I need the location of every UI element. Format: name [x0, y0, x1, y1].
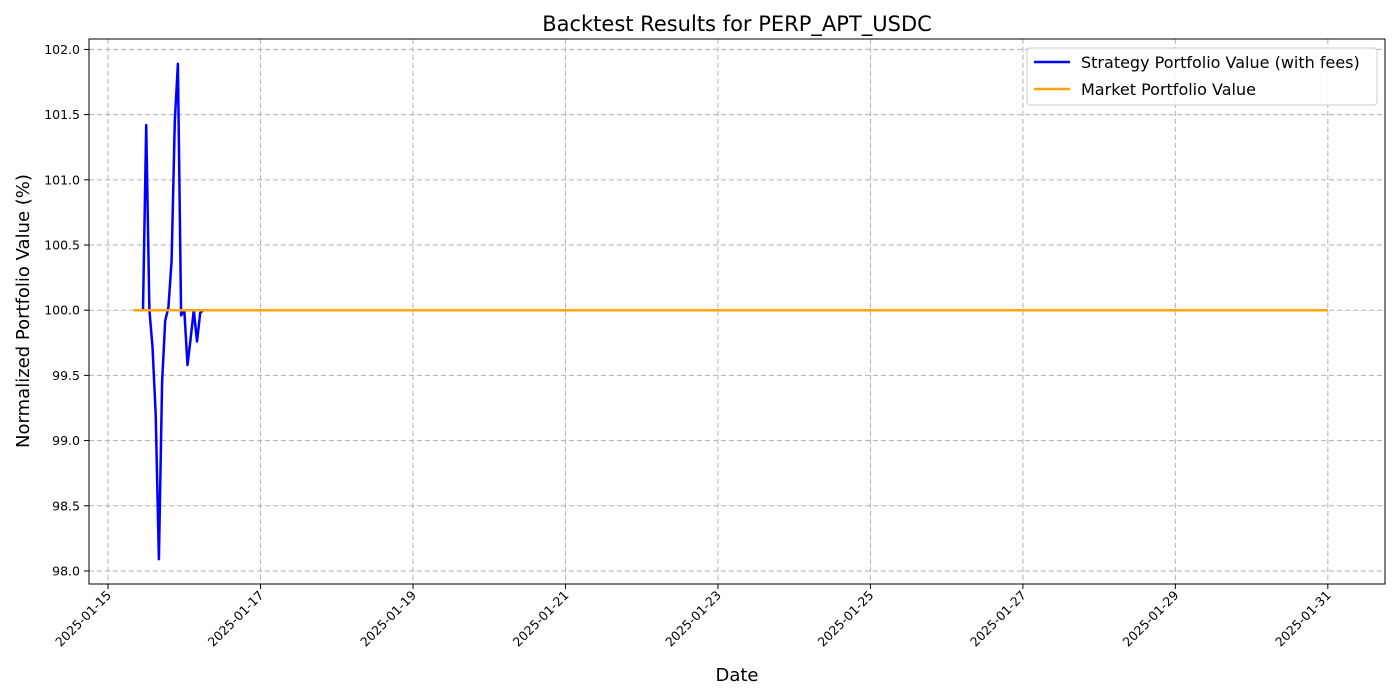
y-tick-label: 101.5: [44, 107, 80, 122]
x-tick-label: 2025-01-19: [357, 587, 419, 649]
x-tick-label: 2025-01-21: [510, 588, 572, 650]
legend-label-market: Market Portfolio Value: [1081, 80, 1256, 99]
x-tick-label: 2025-01-15: [52, 588, 114, 650]
y-axis: 98.0 98.5 99.0 99.5 100.0 100.5 101.0 101.5 102.…: [44, 42, 89, 578]
x-axis: 2025-01-15 2025-01-17 2025-01-19 2025-01-21…: [52, 584, 1334, 649]
x-tick-label: 2025-01-27: [967, 588, 1029, 650]
y-tick-label: 99.0: [52, 433, 80, 448]
grid: [89, 39, 1385, 584]
y-tick-label: 99.5: [52, 368, 80, 383]
y-tick-label: 100.5: [44, 238, 80, 253]
legend: Strategy Portfolio Value (with fees) Mar…: [1026, 47, 1378, 106]
y-tick-label: 100.0: [44, 303, 80, 318]
y-tick-label: 98.5: [52, 498, 80, 513]
x-tick-label: 2025-01-29: [1119, 587, 1181, 649]
x-tick-label: 2025-01-23: [662, 588, 724, 650]
y-axis-label: Normalized Portfolio Value (%): [13, 174, 34, 448]
plot-frame: [88, 38, 1386, 585]
y-tick-label: 101.0: [44, 172, 80, 187]
y-tick-label: 102.0: [44, 42, 80, 57]
plot-area: [133, 62, 1328, 561]
legend-box: [1026, 47, 1378, 106]
x-tick-label: 2025-01-25: [815, 588, 877, 650]
x-tick-label: 2025-01-17: [205, 588, 267, 650]
series-line-strategy: [133, 62, 205, 561]
chart-title: Backtest Results for PERP_APT_USDC: [542, 12, 932, 37]
x-axis-label: Date: [715, 665, 758, 686]
legend-label-strategy: Strategy Portfolio Value (with fees): [1081, 53, 1360, 72]
y-tick-label: 98.0: [52, 563, 80, 578]
x-tick-label: 2025-01-31: [1272, 588, 1334, 650]
